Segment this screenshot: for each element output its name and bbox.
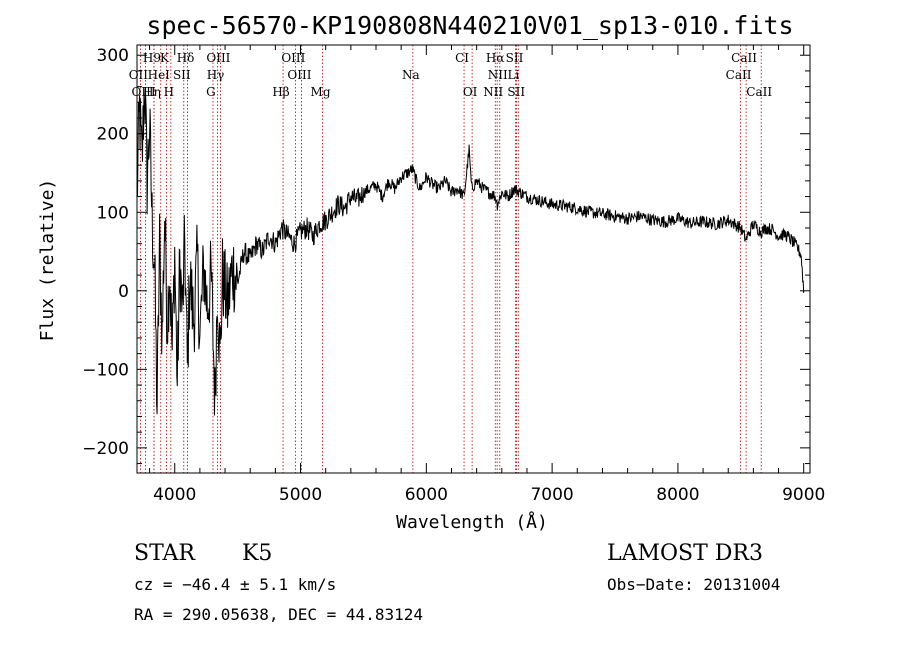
observation-date: Obs−Date: 20131004 [607, 575, 780, 594]
object-class: STAR [134, 541, 196, 566]
line-label-25: NII [483, 85, 503, 99]
line-label-14: Na [402, 68, 420, 82]
line-label-1: K [160, 51, 170, 65]
line-label-15: NII [488, 68, 508, 82]
x-axis-label: Wavelength (Å) [396, 511, 548, 533]
y-tick-label-3: 100 [97, 203, 129, 223]
chart-title: spec-56570-KP190808N440210V01_sp13-010.f… [146, 11, 793, 40]
line-label-12: Hγ [207, 68, 225, 82]
x-tick-label-3: 7000 [530, 485, 573, 505]
y-tick-label-2: 0 [118, 282, 129, 302]
line-label-5: CI [455, 51, 469, 65]
x-tick-label-0: 4000 [153, 485, 196, 505]
line-label-13: OIII [287, 68, 311, 82]
y-tick-label-4: 200 [97, 125, 129, 145]
line-label-23: Mg [311, 85, 331, 99]
line-label-4: OIII [281, 51, 305, 65]
y-axis-label: Flux (relative) [37, 179, 58, 342]
redshift-velocity: cz = −46.4 ± 5.1 km/s [134, 575, 336, 594]
line-label-22: Hβ [272, 85, 289, 99]
line-label-27: CaII [746, 85, 772, 99]
axis-ticks: 4000 5000 6000 7000 8000 9000 −200 −100 0 100 200 3… [82, 45, 825, 505]
line-label-20: H [164, 85, 174, 99]
line-label-2: Hδ [177, 51, 195, 65]
spectral-line-markers [139, 45, 762, 473]
line-label-0: H9 [143, 51, 161, 65]
line-label-17: CaII [726, 68, 752, 82]
x-tick-label-1: 5000 [279, 485, 322, 505]
y-tick-label-0: −200 [82, 439, 129, 459]
plot-frame [136, 44, 811, 474]
line-label-9: OII [129, 68, 149, 82]
survey-name: LAMOST DR3 [607, 541, 763, 566]
line-label-24: OI [463, 85, 478, 99]
x-tick-label-2: 6000 [405, 485, 448, 505]
x-tick-label-5: 9000 [782, 485, 825, 505]
object-subclass: K5 [242, 541, 272, 566]
y-tick-label-1: −100 [82, 360, 129, 380]
line-label-7: SII [506, 51, 524, 65]
line-label-26: SII [507, 85, 525, 99]
spectrum-line [136, 89, 805, 416]
line-label-8: CaII [731, 51, 757, 65]
coordinates: RA = 290.05638, DEC = 44.83124 [134, 605, 423, 624]
line-label-10: HeI [148, 68, 171, 82]
line-label-3: OIII [206, 51, 230, 65]
line-label-6: Hα [486, 51, 505, 65]
x-tick-label-4: 8000 [656, 485, 699, 505]
line-label-16: Li [507, 68, 519, 82]
y-tick-label-5: 300 [97, 46, 129, 66]
line-label-11: SII [173, 68, 191, 82]
line-label-21: G [206, 85, 216, 99]
line-label-19: Hη [143, 85, 161, 99]
